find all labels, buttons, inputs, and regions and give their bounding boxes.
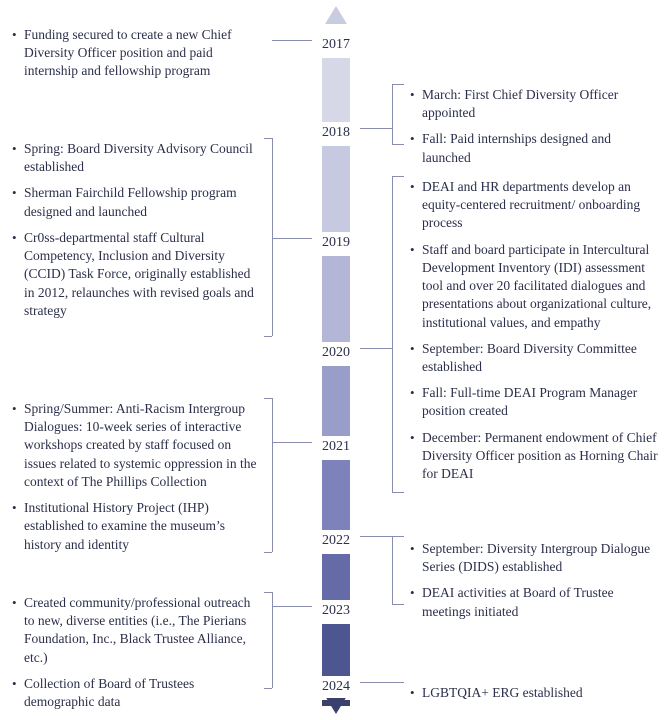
connector [264,398,272,399]
timeline-item: Staff and board participate in Intercult… [410,241,660,332]
left-group-2017: Funding secured to create a new Chief Di… [12,26,262,89]
timeline-item: Funding secured to create a new Chief Di… [12,26,262,81]
connector [264,336,272,337]
timeline-item: Fall: Full-time DEAI Program Manager pos… [410,384,660,420]
connector [272,238,312,239]
right-group-2018: March: First Chief Diversity Officer app… [410,86,660,175]
timeline-axis: 2017 2018 2019 2020 2021 2022 2023 2024 [310,6,362,714]
year-label-2020: 2020 [314,344,358,364]
timeline-item: Spring/Summer: Anti-Racism Intergroup Di… [12,400,262,491]
axis-segment [322,624,350,676]
connector [360,348,392,349]
axis-segment [322,146,350,232]
timeline-item: DEAI and HR departments develop an equit… [410,178,660,233]
left-group-2021: Spring/Summer: Anti-Racism Intergroup Di… [12,400,262,562]
connector [392,144,404,145]
axis-segment [322,58,350,122]
connector [392,536,404,537]
connector [392,84,393,144]
connector [392,492,404,493]
connector [360,536,392,537]
connector [392,84,404,85]
connector [272,606,312,607]
timeline-item: Sherman Fairchild Fellowship program des… [12,184,262,220]
connector [272,398,273,552]
connector [392,176,404,177]
axis-segment [322,554,350,600]
connector [392,536,393,604]
connector [360,128,392,129]
timeline-item: March: First Chief Diversity Officer app… [410,86,660,122]
connector [272,138,273,336]
timeline-item: Created community/professional outreach … [12,594,262,667]
connector [360,682,404,683]
left-group-2023: Created community/professional outreach … [12,594,262,719]
timeline-item: September: Board Diversity Committee est… [410,340,660,376]
timeline-item: Spring: Board Diversity Advisory Council… [12,140,262,176]
axis-segment [322,460,350,530]
timeline-item: DEAI activities at Board of Trustee meet… [410,584,660,620]
connector [264,592,272,593]
timeline-item: Cr0ss-departmental staff Cultural Compet… [12,229,262,320]
connector [264,138,272,139]
timeline-item: Collection of Board of Trustees demograp… [12,675,262,711]
timeline-item: Fall: Paid internships designed and laun… [410,130,660,166]
right-group-2024: LGBTQIA+ ERG established [410,684,660,710]
connector [392,604,404,605]
year-label-2022: 2022 [314,532,358,552]
connector [272,40,312,41]
connector [392,176,393,492]
arrow-up-icon [325,6,347,24]
axis-segment [322,366,350,436]
year-label-2023: 2023 [314,602,358,622]
timeline-item: September: Diversity Intergroup Dialogue… [410,540,660,576]
year-label-2019: 2019 [314,234,358,254]
year-label-2017: 2017 [314,36,358,56]
connector [272,442,312,443]
timeline-item: Institutional History Project (IHP) esta… [12,499,262,554]
axis-segment [322,700,350,706]
axis-segment [322,256,350,342]
left-group-2019: Spring: Board Diversity Advisory Council… [12,140,262,328]
right-group-2020: DEAI and HR departments develop an equit… [410,178,660,491]
year-label-2024: 2024 [314,678,358,698]
year-label-2018: 2018 [314,124,358,144]
timeline-item: LGBTQIA+ ERG established [410,684,660,702]
connector [264,688,272,689]
connector [264,552,272,553]
timeline-item: December: Permanent endowment of Chief D… [410,429,660,484]
year-label-2021: 2021 [314,438,358,458]
right-group-2022: September: Diversity Intergroup Dialogue… [410,540,660,629]
